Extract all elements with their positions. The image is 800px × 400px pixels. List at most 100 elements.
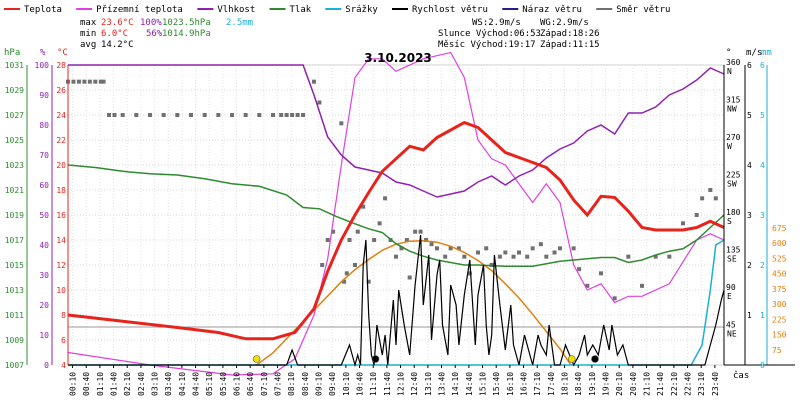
wind-dir-point [640, 283, 644, 288]
x-tick-label: 00:10 [69, 372, 78, 396]
stats-min-temp: 6.0°C [101, 29, 128, 39]
wind-dir-point [435, 246, 439, 251]
temperature-tick-label: 16 [56, 211, 66, 220]
wind-dir-point [394, 254, 398, 259]
wind-dir-point [484, 246, 489, 251]
axis-label-mm: mm [761, 48, 772, 58]
pressure-tick-label: 1027 [5, 111, 24, 120]
axis-label-pct: % [40, 48, 46, 58]
wind-dir-point [552, 250, 557, 255]
wind-dir-point [148, 113, 152, 117]
temperature-tick-label: 14 [56, 236, 66, 245]
wind-dir-compass-label: NW [727, 105, 737, 114]
wind-dir-point [76, 79, 81, 84]
wind-dir-point [175, 113, 180, 117]
wind-dir-point [599, 271, 603, 276]
axis-label-ms: m/s [746, 48, 762, 58]
pressure-tick-label: 1017 [5, 236, 24, 245]
x-tick-label: 18:10 [561, 372, 570, 396]
wind-dir-point [476, 250, 480, 255]
wind-dir-point [339, 121, 344, 126]
rain-tick-label: 4 [760, 161, 765, 170]
temperature-tick-label: 28 [56, 61, 66, 70]
pressure-tick-label: 1013 [5, 286, 24, 295]
wind-dir-point [301, 113, 306, 117]
grid [67, 64, 725, 366]
rain-tick-label: 1 [760, 311, 765, 320]
x-tick-label: 11:40 [383, 372, 392, 396]
info-ws: WS:2.9m/s [472, 18, 521, 28]
info-sun: Slunce Východ:06:53 [438, 29, 541, 39]
x-tick-label: 17:40 [547, 372, 556, 396]
wind-dir-point [353, 263, 357, 267]
wind-dir-point [93, 79, 98, 84]
humidity-tick-label: 100 [35, 61, 50, 70]
humidity-tick-label: 10 [39, 331, 49, 340]
x-tick-label: 16:40 [520, 372, 529, 396]
solar-tick-label: 525 [772, 254, 787, 263]
wind-dir-point [202, 113, 207, 117]
wind-dir-point [112, 113, 117, 117]
wind-dir-point [612, 296, 617, 301]
x-tick-label: 09:40 [328, 372, 337, 396]
wind-dir-point [525, 254, 530, 259]
pressure-tick-label: 1009 [5, 336, 24, 345]
wind-dir-point [312, 79, 316, 84]
temperature-tick-label: 12 [56, 261, 66, 270]
x-tick-label: 19:10 [588, 372, 597, 396]
rain-tick-label: 3 [760, 211, 765, 220]
wind-dir-point [571, 246, 576, 251]
wind-dir-compass-label: N [727, 67, 732, 76]
stats-min-label: min [80, 29, 96, 39]
wind-dir-compass-label: E [727, 292, 732, 301]
wind-dir-point [355, 229, 360, 234]
axis-label-degc: °C [57, 48, 68, 58]
x-tick-label: 03:40 [164, 372, 173, 396]
wind-dir-tick-label: 135 [726, 246, 741, 255]
x-tick-label: 07:10 [260, 372, 269, 396]
wind-dir-compass-label: SW [727, 180, 737, 189]
wind-speed-tick-label: 6 [747, 61, 752, 70]
plot-frame [67, 64, 725, 366]
wind-dir-tick-label: 180 [726, 208, 741, 217]
x-tick-label: 10:10 [342, 372, 351, 396]
pressure-tick-label: 1015 [5, 261, 24, 270]
x-tick-label: 23:10 [697, 372, 706, 396]
temperature-tick-label: 26 [56, 86, 66, 95]
legend-label: Teplota [24, 5, 62, 15]
wind-speed-tick-label: 1 [747, 311, 752, 320]
humidity-tick-label: 60 [39, 181, 49, 190]
wind-dir-point [107, 113, 111, 117]
moon_set-marker [371, 355, 380, 363]
wind-dir-point [558, 246, 562, 251]
x-tick-label: 01:10 [96, 372, 105, 396]
x-tick-label: 12:40 [410, 372, 419, 396]
wind-dir-point [82, 79, 87, 84]
wind-dir-point [120, 113, 125, 117]
solar-tick-label: 600 [772, 239, 787, 248]
wind-dir-point [284, 113, 289, 117]
x-tick-label: 14:40 [465, 372, 474, 396]
x-tick-label: 15:10 [479, 372, 488, 396]
rain-tick-label: 6 [760, 61, 765, 70]
wind-dir-point [462, 254, 467, 259]
humidity-tick-label: 20 [39, 301, 49, 310]
sunrise-marker [252, 355, 261, 363]
stats-rain: 2.5mm [226, 18, 253, 28]
x-tick-label: 05:10 [205, 372, 214, 396]
wind-dir-point [134, 113, 139, 117]
pressure-tick-label: 1021 [5, 186, 24, 195]
solar-tick-label: 450 [772, 270, 787, 279]
rain-tick-label: 0 [760, 361, 765, 370]
wind-dir-point [681, 221, 685, 226]
stats-min-press: 1014.9hPa [162, 29, 211, 39]
wind-dir-point [404, 238, 409, 242]
wind-dir-point [271, 113, 275, 117]
wind-speed-tick-label: 3 [747, 211, 752, 220]
wind-speed-tick-label: 5 [747, 111, 752, 120]
temperature-tick-label: 20 [56, 161, 66, 170]
wind-dir-compass-label: SE [727, 255, 737, 264]
wind-dir-compass-label: W [727, 142, 732, 151]
stats-max-label: max [80, 18, 97, 28]
